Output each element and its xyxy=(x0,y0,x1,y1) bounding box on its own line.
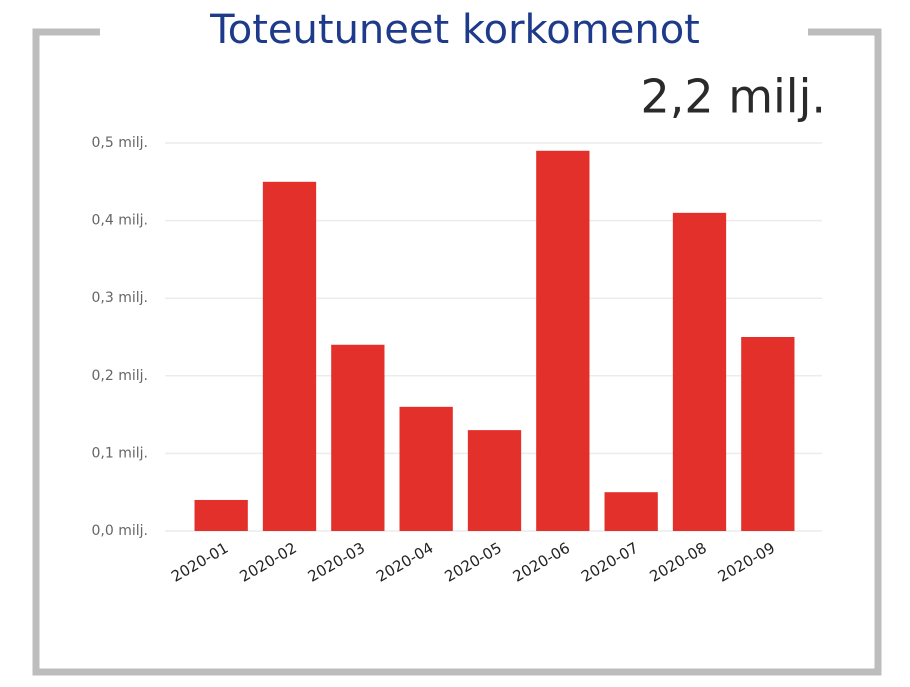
y-tick-label: 0,3 milj. xyxy=(92,290,148,306)
x-tick-label: 2020-06 xyxy=(510,539,573,586)
x-tick-label: 2020-05 xyxy=(441,539,504,586)
x-tick-label: 2020-02 xyxy=(236,539,299,586)
x-tick-label: 2020-09 xyxy=(715,539,778,586)
bar xyxy=(399,406,453,531)
y-tick-label: 0,0 milj. xyxy=(92,523,148,539)
bar xyxy=(194,499,248,531)
chart-title: Toteutuneet korkomenot xyxy=(209,7,700,53)
y-tick-label: 0,1 milj. xyxy=(92,445,148,461)
x-tick-label: 2020-07 xyxy=(578,539,641,586)
y-tick-label: 0,4 milj. xyxy=(92,213,148,229)
kpi-value: 2,2 milj. xyxy=(640,70,826,124)
frame xyxy=(32,28,882,676)
bar xyxy=(331,344,385,531)
bar xyxy=(741,337,795,531)
x-tick-label: 2020-01 xyxy=(168,539,231,586)
bar xyxy=(467,430,522,531)
bar xyxy=(262,181,317,532)
bar xyxy=(536,150,590,531)
bar xyxy=(672,212,727,531)
bar xyxy=(604,492,658,531)
y-tick-label: 0,5 milj. xyxy=(92,135,148,151)
x-tick-label: 2020-08 xyxy=(646,539,709,586)
y-tick-label: 0,2 milj. xyxy=(92,368,148,384)
x-tick-label: 2020-04 xyxy=(373,539,436,586)
x-tick-label: 2020-03 xyxy=(305,539,368,586)
